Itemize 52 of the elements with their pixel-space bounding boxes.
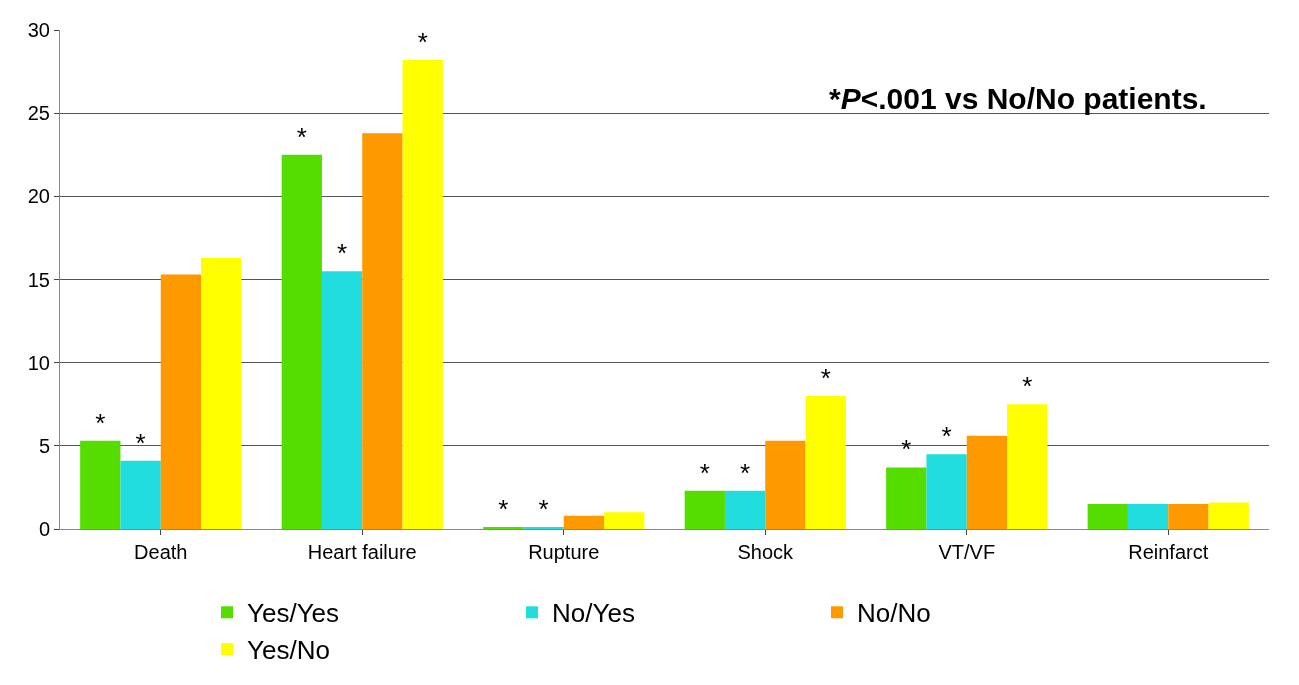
x-tick-label: Shock	[737, 541, 795, 563]
data-label: *	[417, 26, 428, 57]
bar	[604, 512, 645, 529]
bar	[805, 395, 846, 529]
data-label: *	[941, 421, 952, 452]
y-tick-label: 15	[27, 268, 50, 291]
data-label: *	[95, 407, 106, 438]
bar	[926, 454, 967, 529]
x-tick-label: Heart failure	[307, 541, 417, 563]
data-label: *	[498, 494, 509, 524]
bar	[886, 467, 927, 529]
legend-label: Yes/No	[247, 635, 330, 666]
y-tick-label: 25	[27, 102, 50, 125]
bar	[80, 440, 121, 529]
x-tick-label: Reinfarct	[1128, 541, 1209, 563]
bar	[1007, 404, 1048, 529]
y-tick-label: 10	[27, 351, 50, 374]
y-tick-label: 0	[38, 518, 50, 540]
data-label: *	[1022, 371, 1033, 402]
bar	[1127, 504, 1169, 529]
bar	[1087, 504, 1128, 529]
data-label: *	[135, 427, 146, 458]
legend-label: Yes/Yes	[247, 598, 340, 629]
data-label: *	[337, 238, 348, 269]
bar	[120, 460, 161, 529]
x-tick-label: Rupture	[528, 541, 600, 563]
x-tick-label: Death	[134, 541, 188, 563]
legend-label: No/Yes	[552, 598, 635, 629]
bar	[201, 257, 242, 529]
bar	[1208, 502, 1249, 529]
data-label: *	[740, 457, 751, 488]
legend-label: No/No	[857, 598, 931, 629]
data-label: *	[296, 121, 307, 152]
y-tick-label: 20	[27, 185, 50, 208]
bar	[684, 490, 725, 529]
bar	[724, 490, 766, 529]
bar	[966, 435, 1008, 529]
bar	[362, 133, 403, 529]
bar	[563, 515, 605, 529]
x-tick-label: VT/VF	[938, 541, 996, 563]
bar	[281, 154, 322, 529]
bar	[765, 440, 806, 529]
bar	[402, 59, 443, 529]
bar	[1168, 504, 1209, 529]
data-label: *	[820, 362, 831, 393]
bar	[321, 271, 363, 529]
bar	[160, 274, 202, 529]
y-tick-label: 30	[27, 19, 50, 41]
annotation: *P<.001 vs No/No patients.	[829, 82, 1207, 115]
data-label: *	[699, 457, 710, 488]
y-tick-label: 5	[38, 434, 50, 457]
data-label: *	[538, 494, 549, 524]
